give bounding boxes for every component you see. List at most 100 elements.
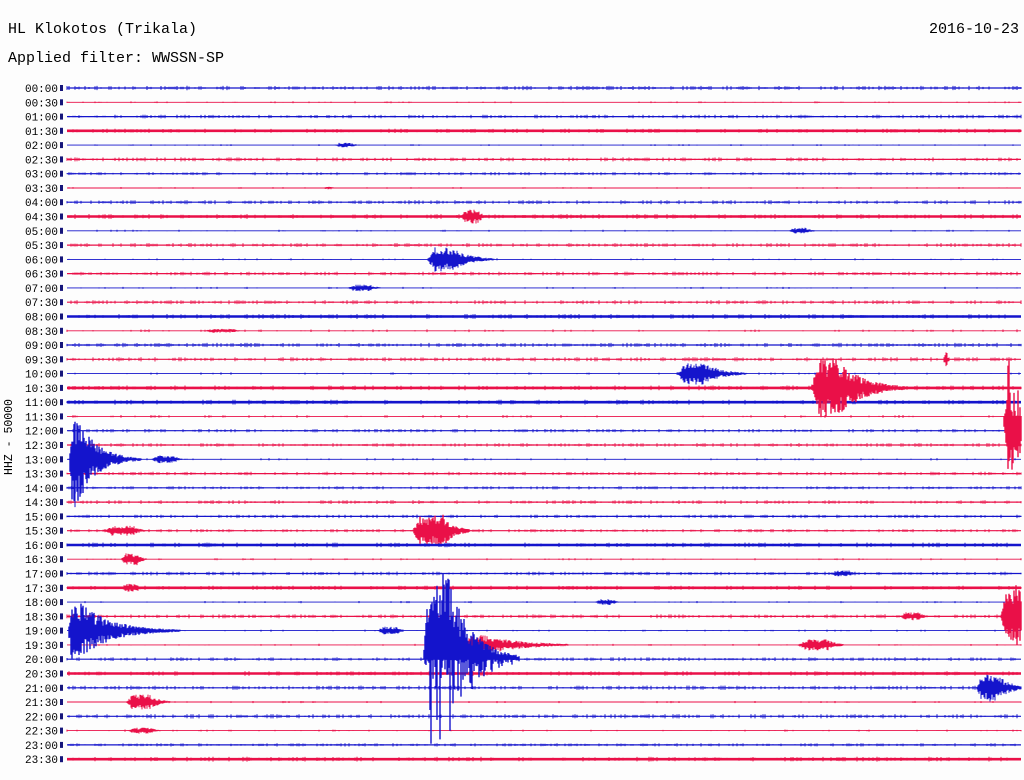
filter-label: Applied filter: WWSSN-SP [8,50,225,67]
seismic-event-1530-15 [102,525,146,536]
time-label-0730: 07:30 [25,298,58,310]
time-label-1500: 15:00 [25,512,58,524]
time-label-0400: 04:00 [25,198,58,210]
seismic-event-1730-19 [121,583,144,592]
time-label-0300: 03:00 [25,170,58,182]
seismic-event-2100-28 [976,674,1022,702]
time-label-0100: 01:00 [25,113,58,125]
row-start-tick [60,627,63,634]
row-start-tick [60,470,63,477]
seismic-event-0200-0 [335,142,357,148]
time-label-0600: 06:00 [25,255,58,267]
row-start-tick [60,684,63,691]
trace-noise-0430 [68,214,1018,219]
time-label-2300: 23:00 [25,741,58,753]
channel-scale-label: HHZ - 50000 [3,399,16,475]
trace-noise-0200 [94,144,1014,147]
seismic-event-1800-20 [595,599,619,605]
trace-noise-2330 [70,756,1008,762]
row-start-tick [60,513,63,520]
time-label-2230: 22:30 [25,727,58,739]
row-start-tick [60,85,63,91]
trace-noise-0000 [66,85,1022,91]
seismic-event-1030-9 [811,359,905,417]
seismic-event-0930-7 [943,352,950,367]
time-label-2330: 23:30 [25,755,58,767]
trace-noise-1030 [68,385,1022,391]
trace-noise-1730 [66,585,1022,590]
trace-noise-1400 [66,486,1022,490]
row-start-tick [60,156,63,163]
row-start-tick [60,242,63,249]
time-label-1030: 10:30 [25,384,58,396]
trace-noise-0400 [66,200,1022,205]
time-label-1430: 14:30 [25,498,58,510]
row-start-tick [60,199,63,206]
time-label-1330: 13:30 [25,470,58,482]
trace-noise-2130 [120,701,1022,704]
station-title: HL Klokotos (Trikala) [8,21,198,38]
row-start-tick [60,413,63,420]
row-start-tick [60,327,63,334]
time-label-1230: 12:30 [25,441,58,453]
row-start-tick [60,270,63,277]
trace-noise-2000 [66,657,1016,662]
trace-noise-0800 [76,314,1012,319]
row-start-tick [60,113,63,120]
row-start-tick [60,370,63,377]
row-start-tick [60,227,63,234]
time-label-1100: 11:00 [25,398,58,410]
row-start-tick [60,527,63,534]
row-start-tick [60,499,63,506]
row-start-tick [60,542,63,548]
trace-noise-0730 [70,300,1022,305]
trace-noise-0900 [66,342,1022,348]
row-start-tick [60,256,63,263]
row-start-tick [60,99,63,106]
row-start-tick [60,570,63,577]
time-label-0700: 07:00 [25,284,58,296]
seismic-event-1900-24 [377,626,404,635]
row-start-tick [60,713,63,720]
time-label-0230: 02:30 [25,155,58,167]
trace-noise-1230 [70,443,1022,447]
row-start-tick [60,699,63,705]
row-start-tick [60,284,63,291]
time-label-0330: 03:30 [25,184,58,196]
time-label-2100: 21:00 [25,684,58,696]
time-label-2130: 21:30 [25,698,58,710]
trace-noise-0130 [72,128,1022,133]
trace-noise-0330 [68,187,1020,189]
time-label-0130: 01:30 [25,127,58,139]
seismic-event-1700-18 [830,570,856,577]
row-start-tick [60,356,63,363]
time-label-0800: 08:00 [25,313,58,325]
row-start-tick [60,213,63,220]
trace-noise-1500 [66,514,1022,519]
seismic-event-1630-17 [121,553,147,566]
trace-noise-0530 [70,243,1022,248]
trace-noise-1300 [68,458,1016,461]
trace-noise-2300 [68,743,1020,747]
time-label-1200: 12:00 [25,427,58,439]
trace-noise-1130 [72,415,1014,418]
seismic-event-0830-6 [204,328,240,333]
trace-noise-1800 [84,601,1016,604]
seismic-event-1530-16 [412,514,470,544]
time-label-1300: 13:00 [25,455,58,467]
trace-noise-0030 [66,101,1022,104]
row-start-tick [60,756,63,763]
row-start-tick [60,556,63,563]
time-label-1730: 17:30 [25,584,58,596]
trace-noise-0500 [96,229,1010,232]
row-start-tick [60,599,63,606]
trace-noise-2030 [68,671,1018,676]
trace-noise-0930 [66,357,1016,362]
time-label-2000: 20:00 [25,655,58,667]
trace-noise-0230 [66,157,1020,162]
time-label-2030: 20:30 [25,670,58,682]
seismic-event-1830-21 [900,612,928,621]
time-label-0500: 05:00 [25,227,58,239]
